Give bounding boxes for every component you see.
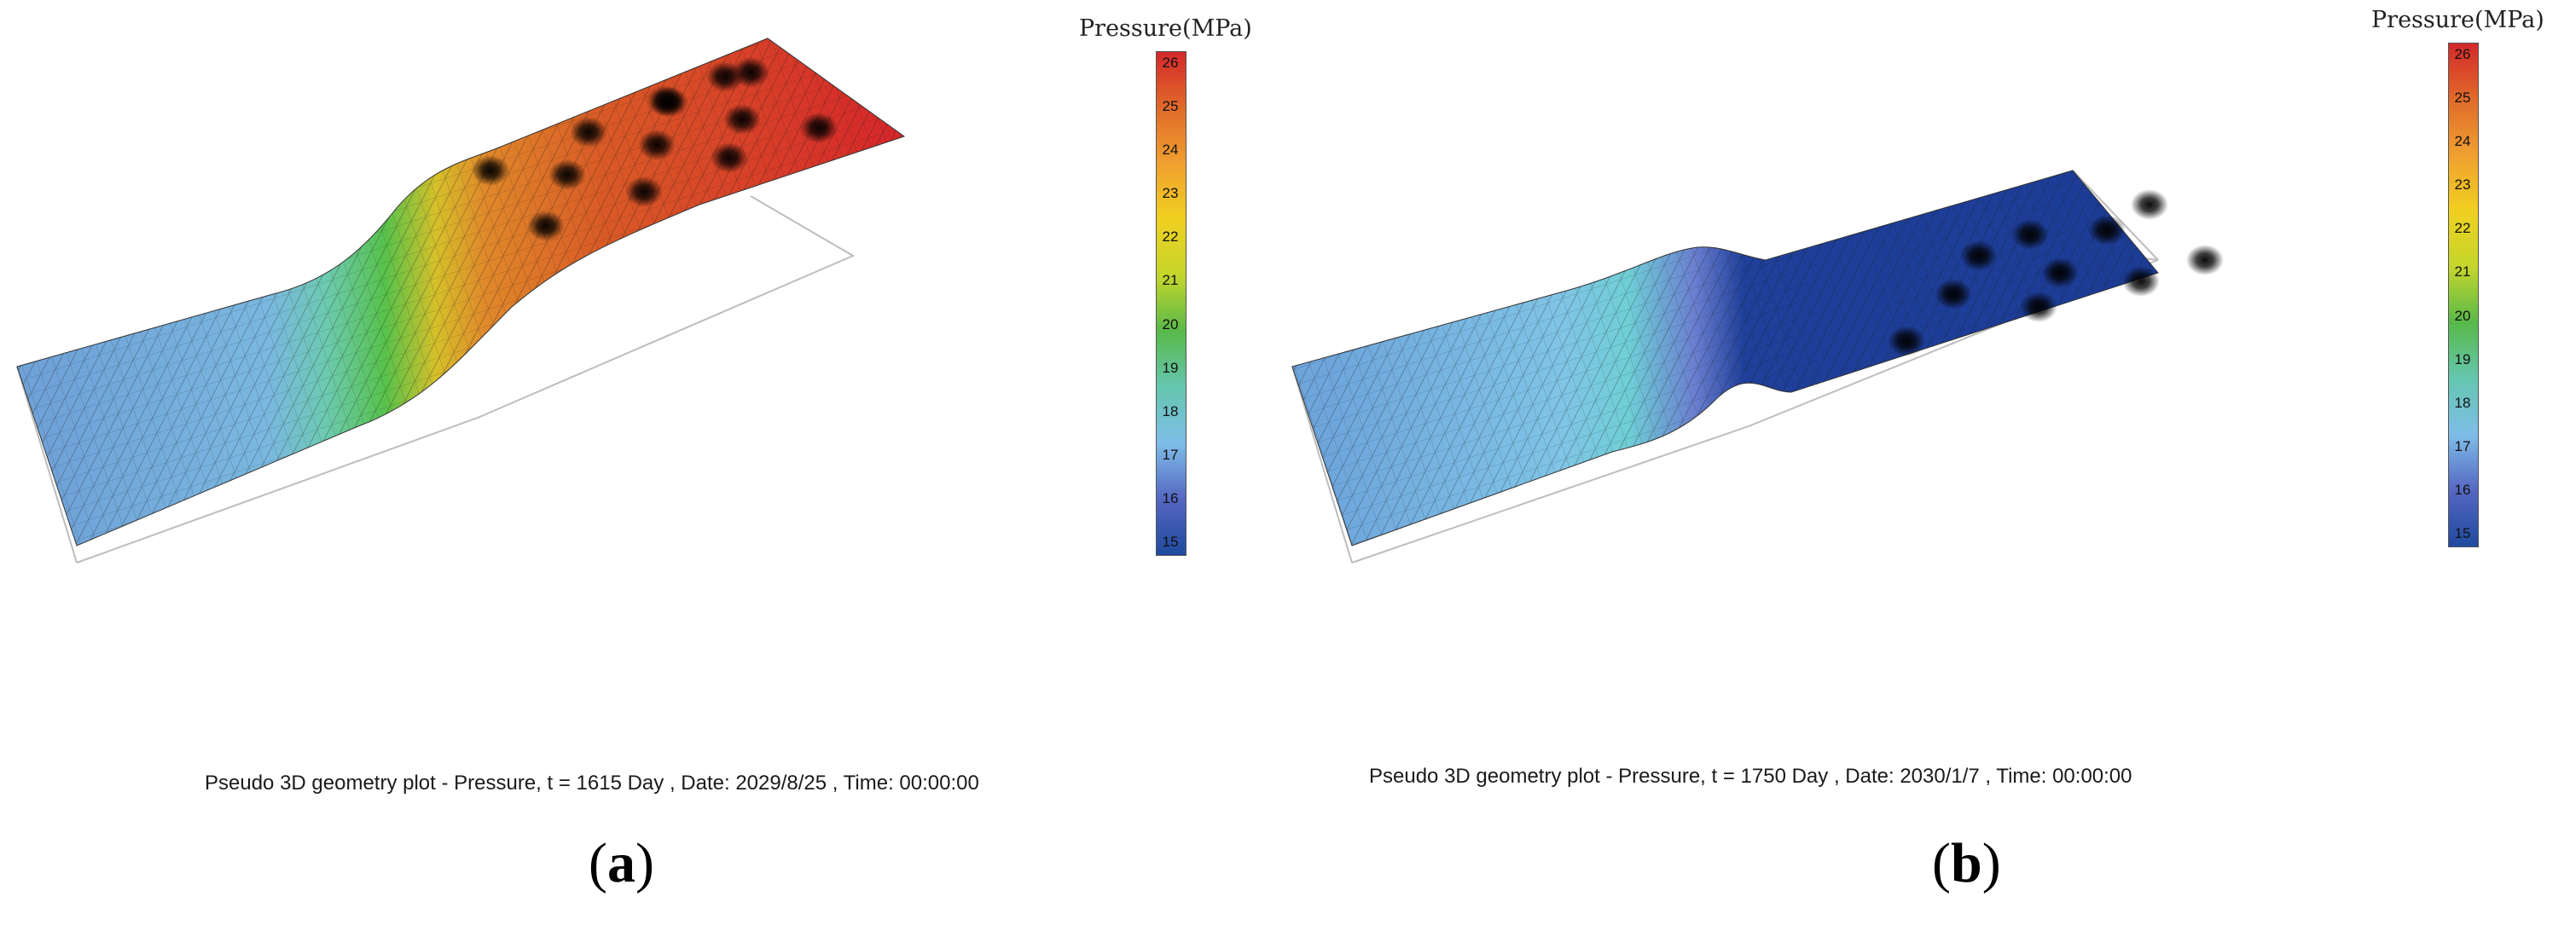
- well-marker: [2122, 266, 2160, 297]
- legend-tick: 25: [1162, 98, 1179, 115]
- legend-tick: 19: [1162, 359, 1179, 376]
- legend-tick: 16: [2454, 481, 2471, 498]
- legend-tick: 15: [2454, 525, 2471, 541]
- legend-tick: 22: [2454, 220, 2471, 237]
- well-cluster-a: [472, 57, 838, 241]
- plot-caption-b: Pseudo 3D geometry plot - Pressure, t = …: [1369, 765, 2132, 788]
- panel-a: Pressure(MPa) 26 25 24 23 22 21 20 19 18 17 16 15 P…: [16, 15, 1284, 894]
- well-marker: [1935, 279, 1972, 309]
- well-marker: [1960, 240, 1998, 271]
- legend-tick: 21: [1162, 272, 1179, 289]
- well-marker: [647, 85, 684, 116]
- legend-tick: 22: [1162, 228, 1179, 246]
- legend-title-b: Pressure(MPa): [2371, 7, 2544, 33]
- pressure-surface-plot-a: [16, 38, 906, 564]
- legend-title-a: Pressure(MPa): [1079, 15, 1252, 42]
- legend-ticks-a: 26 25 24 23 22 21 20 19 18 17 16 15: [1156, 51, 1185, 554]
- legend-tick: 23: [1162, 185, 1179, 202]
- legend-ticks-b: 26 25 24 23 22 21 20 19 18 17 16 15: [2448, 43, 2477, 546]
- well-marker: [527, 211, 565, 241]
- well-marker: [548, 159, 586, 190]
- well-marker: [723, 104, 761, 135]
- colorbar-a: [1156, 51, 1186, 556]
- pressure-legend-b: Pressure(MPa) 26 25 24 23 22 21 20 19 18 17 16 15: [2371, 7, 2576, 561]
- well-marker: [1888, 326, 1925, 356]
- legend-tick: 25: [2454, 90, 2471, 107]
- well-marker: [2011, 219, 2049, 250]
- pressure-legend-a: Pressure(MPa) 26 25 24 23 22 21 20 19 18 17 16 15: [1079, 15, 1284, 569]
- legend-tick: 24: [1162, 142, 1179, 159]
- colorbar-b: [2448, 43, 2479, 547]
- well-marker: [800, 113, 838, 143]
- legend-tick: 20: [2454, 307, 2471, 324]
- well-marker: [706, 61, 744, 92]
- legend-tick: 15: [1162, 534, 1179, 550]
- well-marker: [472, 155, 509, 186]
- legend-tick: 17: [2454, 437, 2471, 454]
- plot-caption-a: Pseudo 3D geometry plot - Pressure, t = …: [205, 772, 979, 795]
- well-marker: [711, 142, 748, 173]
- legend-tick: 26: [2454, 46, 2471, 62]
- legend-tick: 20: [1162, 315, 1179, 332]
- legend-tick: 21: [2454, 263, 2471, 280]
- well-marker: [625, 176, 663, 207]
- well-marker: [2088, 215, 2126, 246]
- panel-b: Pressure(MPa) 26 25 24 23 22 21 20 19 18 17 16 15 P…: [1288, 0, 2576, 925]
- legend-tick: 18: [2454, 394, 2471, 411]
- panel-label-a: (a): [589, 832, 654, 894]
- well-cluster-b: [1888, 189, 2224, 356]
- pressure-surface-plot-b: [1291, 170, 2224, 564]
- legend-tick: 26: [1162, 55, 1179, 71]
- legend-tick: 23: [2454, 176, 2471, 194]
- legend-tick: 19: [2454, 350, 2471, 367]
- legend-tick: 18: [1162, 402, 1179, 419]
- legend-tick: 17: [1162, 446, 1179, 463]
- legend-tick: 24: [2454, 133, 2471, 150]
- well-marker: [638, 130, 676, 160]
- well-marker: [2131, 189, 2168, 220]
- well-marker: [2020, 292, 2057, 322]
- well-marker: [2186, 245, 2224, 275]
- legend-tick: 16: [1162, 489, 1179, 506]
- well-marker: [570, 117, 607, 147]
- panel-label-b: (b): [1932, 832, 2001, 894]
- well-marker: [2041, 257, 2079, 288]
